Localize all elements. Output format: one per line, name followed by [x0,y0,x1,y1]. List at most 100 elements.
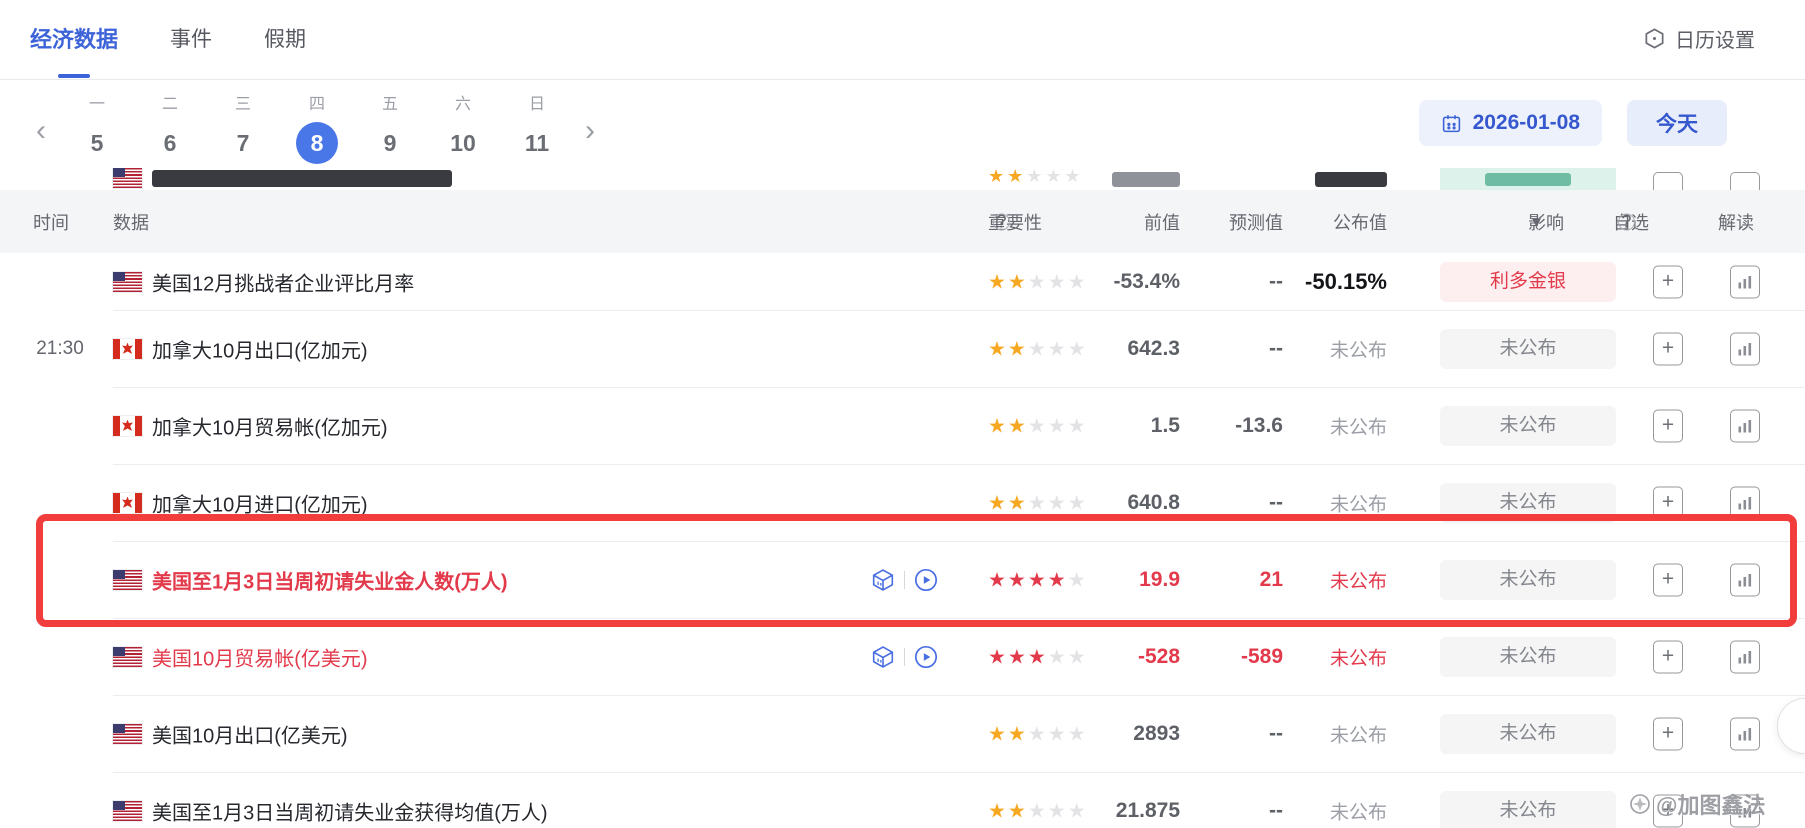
canada-flag [113,415,142,436]
indicator-name[interactable]: 美国12月挑战者企业评比月率 [152,273,415,295]
impact-badge: 未公布 [1440,482,1616,523]
add-to-watchlist-button[interactable]: + [1653,265,1683,298]
indicator-name[interactable]: 美国至1月3日当周初请失业金人数(万人) [152,571,508,593]
importance-star-rating: ★★★★★ [988,492,1088,514]
data-cube-icon[interactable] [870,644,896,670]
today-button[interactable]: 今天 [1627,100,1727,146]
read-chart-button[interactable] [1730,794,1760,827]
bar-chart-icon [1737,495,1753,510]
sort-caret-icon: ▾ [1532,211,1542,231]
read-chart-button[interactable] [1730,717,1760,750]
indicator-name[interactable]: 加拿大10月进口(亿加元) [152,494,368,516]
top-nav-bar: 经济数据 事件 假期 日历设置 [0,0,1805,80]
clipped-published-value [1315,172,1387,187]
day-number[interactable]: 9 [383,130,397,156]
tab-economic-data[interactable]: 经济数据 [30,22,118,54]
media-icons [870,644,939,670]
published-value-cell: 未公布 [1329,648,1387,669]
play-video-icon[interactable] [913,644,939,670]
plus-icon: + [1661,798,1675,822]
day-number[interactable]: 5 [90,130,104,156]
us-flag [113,723,142,744]
add-to-watchlist-button[interactable]: + [1653,332,1683,365]
add-to-watchlist-button[interactable]: + [1653,409,1683,442]
play-video-icon[interactable] [913,567,939,593]
week-strip: ‹ › 一 5 二 6 三 7 四 8 五 9 六 10 日 11 2026-01-08 今天 [0,80,1805,168]
add-to-watchlist-button[interactable]: + [1653,640,1683,673]
tab-holidays[interactable]: 假期 [264,28,307,51]
prev-value-cell: 642.3 [1127,336,1180,360]
importance-help-icon[interactable]: ? [993,211,1010,231]
forecast-value-cell: -- [1269,490,1283,514]
calendar-settings-button[interactable]: 日历设置 [1643,24,1755,53]
add-to-watchlist-button[interactable]: + [1653,717,1683,750]
published-value-cell: -50.15% [1305,268,1387,294]
day-number[interactable]: 6 [163,130,177,156]
add-to-watchlist-button[interactable]: + [1653,794,1683,827]
plus-icon: + [1661,269,1675,293]
table-row[interactable]: 美国至1月3日当周初请失业金获得均值(万人) ★★★★★ 21.875 -- 未公布 未公… [0,772,1805,828]
prev-value-cell: 640.8 [1127,490,1180,514]
table-row[interactable]: 加拿大10月贸易帐(亿加元) ★★★★★ 1.5 -13.6 未公布 未公布 + [0,387,1805,464]
bar-chart-icon [1737,803,1753,818]
read-chart-button[interactable] [1730,265,1760,298]
table-row[interactable]: 21:30 加拿大10月出口(亿加元) ★★★★★ 642.3 -- 未公布 未公布 + [0,310,1805,387]
separator [904,647,905,666]
media-icons [870,567,939,593]
data-cube-icon[interactable] [870,567,896,593]
prev-value-cell: 1.5 [1150,413,1180,437]
day-column-11[interactable]: 日 11 [507,90,567,164]
table-row[interactable]: 美国10月贸易帐(亿美元) ★★★★★ -528 -589 未公布 未公布 + [0,618,1805,695]
forecast-value-cell: -- [1269,798,1283,822]
plus-icon: + [1661,567,1675,591]
indicator-name[interactable]: 美国10月贸易帐(亿美元) [152,648,368,670]
calendar-icon [1442,114,1460,132]
add-to-watchlist-button[interactable]: + [1653,563,1683,596]
weekday-label: 一 [88,96,105,113]
add-to-watchlist-button[interactable]: + [1653,486,1683,519]
header-time: 时间 [33,212,69,233]
date-picker-button[interactable]: 2026-01-08 [1418,100,1602,146]
read-chart-button[interactable] [1730,563,1760,596]
table-row[interactable]: 美国10月出口(亿美元) ★★★★★ 2893 -- 未公布 未公布 + [0,695,1805,772]
clipped-row-fragment: ★★★★★ [0,150,1805,191]
tab-events[interactable]: 事件 [170,28,213,51]
watchlist-help-icon[interactable]: ? [1618,211,1635,231]
indicator-name[interactable]: 美国10月出口(亿美元) [152,725,348,747]
next-week-chevron-icon[interactable]: › [585,114,595,147]
us-flag [113,271,142,292]
day-column-10[interactable]: 六 10 [433,90,493,164]
indicator-name[interactable]: 美国至1月3日当周初请失业金获得均值(万人) [152,802,548,824]
plus-icon: + [1661,413,1675,437]
bar-chart-icon [1737,418,1753,433]
indicator-name[interactable]: 加拿大10月出口(亿加元) [152,340,368,362]
table-row[interactable]: 加拿大10月进口(亿加元) ★★★★★ 640.8 -- 未公布 未公布 + [0,464,1805,541]
day-number[interactable]: 7 [236,130,250,156]
day-number[interactable]: 10 [450,130,476,156]
indicator-name[interactable]: 加拿大10月贸易帐(亿加元) [152,417,388,439]
clipped-row-text [152,170,452,187]
table-row-highlighted[interactable]: 美国至1月3日当周初请失业金人数(万人) ★★★★★ 19.9 21 未公布 未公布 + [0,541,1805,618]
read-chart-button[interactable] [1730,409,1760,442]
forecast-value-cell: -589 [1240,644,1283,668]
day-number[interactable]: 11 [524,130,550,156]
impact-badge: 未公布 [1440,790,1616,828]
prev-value-cell: -53.4% [1113,269,1180,293]
day-number[interactable]: 8 [296,122,338,164]
weekday-label: 五 [381,96,398,113]
table-row[interactable]: 美国12月挑战者企业评比月率 ★★★★★ -53.4% -- -50.15% 利多金银 + [0,253,1805,310]
importance-star-rating: ★★★★★ [988,415,1088,437]
prev-week-chevron-icon[interactable]: ‹ [36,114,46,147]
data-rows: 美国12月挑战者企业评比月率 ★★★★★ -53.4% -- -50.15% 利多金银 +2… [0,253,1805,828]
importance-star-rating: ★★★★★ [988,569,1088,591]
read-chart-button[interactable] [1730,486,1760,519]
nav-tabs: 经济数据 事件 假期 [30,22,306,54]
read-chart-button[interactable] [1730,332,1760,365]
read-chart-button[interactable] [1730,640,1760,673]
table-header: 时间 数据 重要性? 前值 预测值 公布值 影响 ▾ 自选? 解读 [0,190,1805,253]
